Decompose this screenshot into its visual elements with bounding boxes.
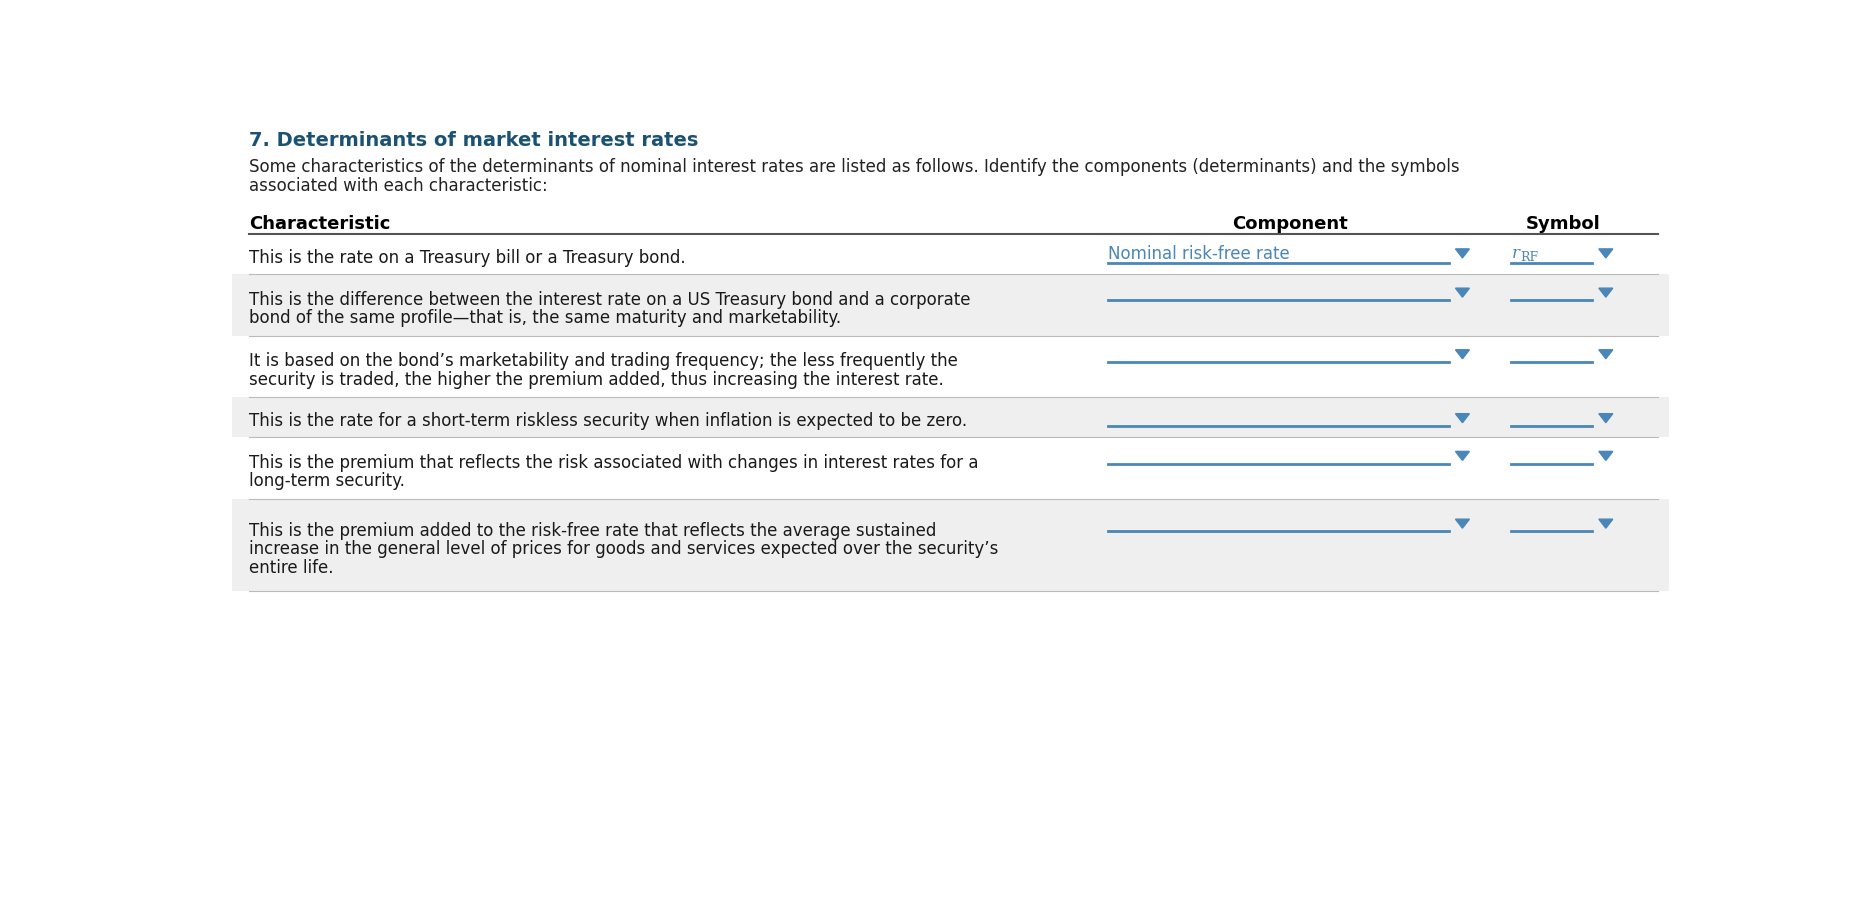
Polygon shape — [1598, 250, 1613, 258]
Polygon shape — [1598, 350, 1613, 359]
Polygon shape — [1598, 452, 1613, 461]
Bar — [232, 275, 1669, 336]
Text: 7. Determinants of market interest rates: 7. Determinants of market interest rates — [248, 131, 699, 150]
Text: entire life.: entire life. — [248, 558, 334, 576]
Text: It is based on the bond’s marketability and trading frequency; the less frequent: It is based on the bond’s marketability … — [248, 352, 959, 369]
Text: Characteristic: Characteristic — [248, 214, 389, 233]
Polygon shape — [1598, 519, 1613, 528]
Text: Nominal risk-free rate: Nominal risk-free rate — [1107, 244, 1289, 262]
Text: bond of the same profile—that is, the same maturity and marketability.: bond of the same profile—that is, the sa… — [248, 309, 842, 326]
Bar — [232, 235, 1669, 275]
Polygon shape — [1455, 452, 1470, 461]
Text: Some characteristics of the determinants of nominal interest rates are listed as: Some characteristics of the determinants… — [248, 158, 1459, 176]
Text: Component: Component — [1233, 214, 1348, 233]
Text: increase in the general level of prices for goods and services expected over the: increase in the general level of prices … — [248, 539, 997, 558]
Text: This is the rate for a short-term riskless security when inflation is expected t: This is the rate for a short-term riskle… — [248, 412, 968, 430]
Polygon shape — [1455, 350, 1470, 359]
Text: This is the premium added to the risk-free rate that reflects the average sustai: This is the premium added to the risk-fr… — [248, 521, 936, 539]
Text: This is the difference between the interest rate on a US Treasury bond and a cor: This is the difference between the inter… — [248, 290, 970, 308]
Polygon shape — [1455, 289, 1470, 298]
Text: Symbol: Symbol — [1526, 214, 1602, 233]
Text: This is the premium that reflects the risk associated with changes in interest r: This is the premium that reflects the ri… — [248, 453, 979, 471]
Text: RF: RF — [1520, 251, 1539, 264]
Bar — [232, 398, 1669, 438]
Text: long-term security.: long-term security. — [248, 471, 404, 490]
Polygon shape — [1455, 250, 1470, 258]
Bar — [232, 438, 1669, 499]
Polygon shape — [1455, 519, 1470, 528]
Bar — [232, 336, 1669, 398]
Text: associated with each characteristic:: associated with each characteristic: — [248, 177, 547, 195]
Bar — [232, 499, 1669, 592]
Polygon shape — [1598, 289, 1613, 298]
Polygon shape — [1598, 414, 1613, 424]
Text: This is the rate on a Treasury bill or a Treasury bond.: This is the rate on a Treasury bill or a… — [248, 249, 686, 267]
Text: r: r — [1513, 244, 1520, 262]
Text: security is traded, the higher the premium added, thus increasing the interest r: security is traded, the higher the premi… — [248, 370, 944, 388]
Polygon shape — [1455, 414, 1470, 424]
